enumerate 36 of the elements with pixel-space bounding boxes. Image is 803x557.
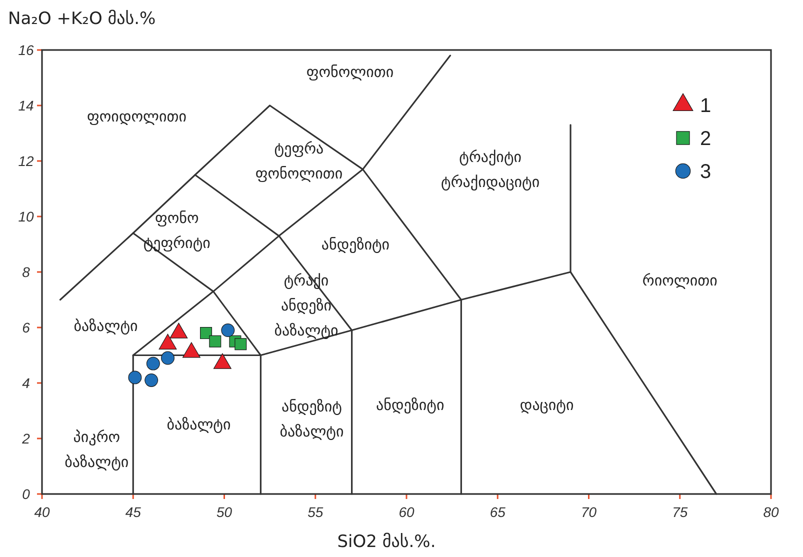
y-tick-label: 6 [22, 320, 30, 336]
y-tick-label: 0 [22, 486, 30, 502]
annotation: ბაზალტი [74, 317, 138, 336]
x-tick-label: 60 [398, 504, 414, 520]
legend-label: 2 [700, 128, 712, 150]
annotation: ანდეზიტი [321, 235, 390, 254]
x-tick-label: 75 [672, 504, 688, 520]
annotation: ანდეზიტი [376, 396, 444, 414]
annotation: ბაზალტი [166, 416, 231, 434]
y-axis-title: Na₂O +K₂O მას.% [8, 9, 156, 29]
x-tick-label: 40 [34, 504, 50, 520]
annotation: პიკრო ბაზალტი [64, 428, 129, 472]
annotation: ანდეზიტ ბაზალტი [280, 398, 344, 441]
annotation: რიოლითი [642, 271, 718, 290]
annotation: ფონო ტეფრიტი [143, 208, 211, 252]
x-tick-label: 80 [763, 504, 779, 520]
annotation: ტრაქიტი ტრაქიდაციტი [441, 148, 540, 191]
x-tick-label: 65 [490, 504, 506, 520]
annotation: ტეფრა ფონოლითი [255, 140, 343, 182]
y-tick-label: 10 [18, 208, 34, 224]
y-tick-label: 2 [21, 430, 30, 446]
x-axis-title: SiO2 მას.%. [337, 532, 436, 552]
legend-label: 1 [700, 95, 712, 117]
y-tick-label: 16 [18, 42, 34, 58]
annotation: დაციტი [520, 396, 574, 414]
x-tick-label: 55 [308, 504, 324, 520]
x-tick-label: 70 [580, 504, 597, 520]
y-tick-label: 4 [22, 375, 30, 391]
y-tick-label: 14 [18, 98, 34, 114]
y-tick-label: 8 [22, 264, 30, 280]
legend-label: 3 [700, 161, 712, 183]
y-tick-label: 12 [18, 153, 34, 169]
x-tick-label: 50 [216, 504, 232, 520]
annotation: ფონოლითი [306, 63, 394, 82]
annotation: ფოიდოლითი [87, 108, 187, 126]
x-tick-label: 45 [125, 504, 142, 520]
